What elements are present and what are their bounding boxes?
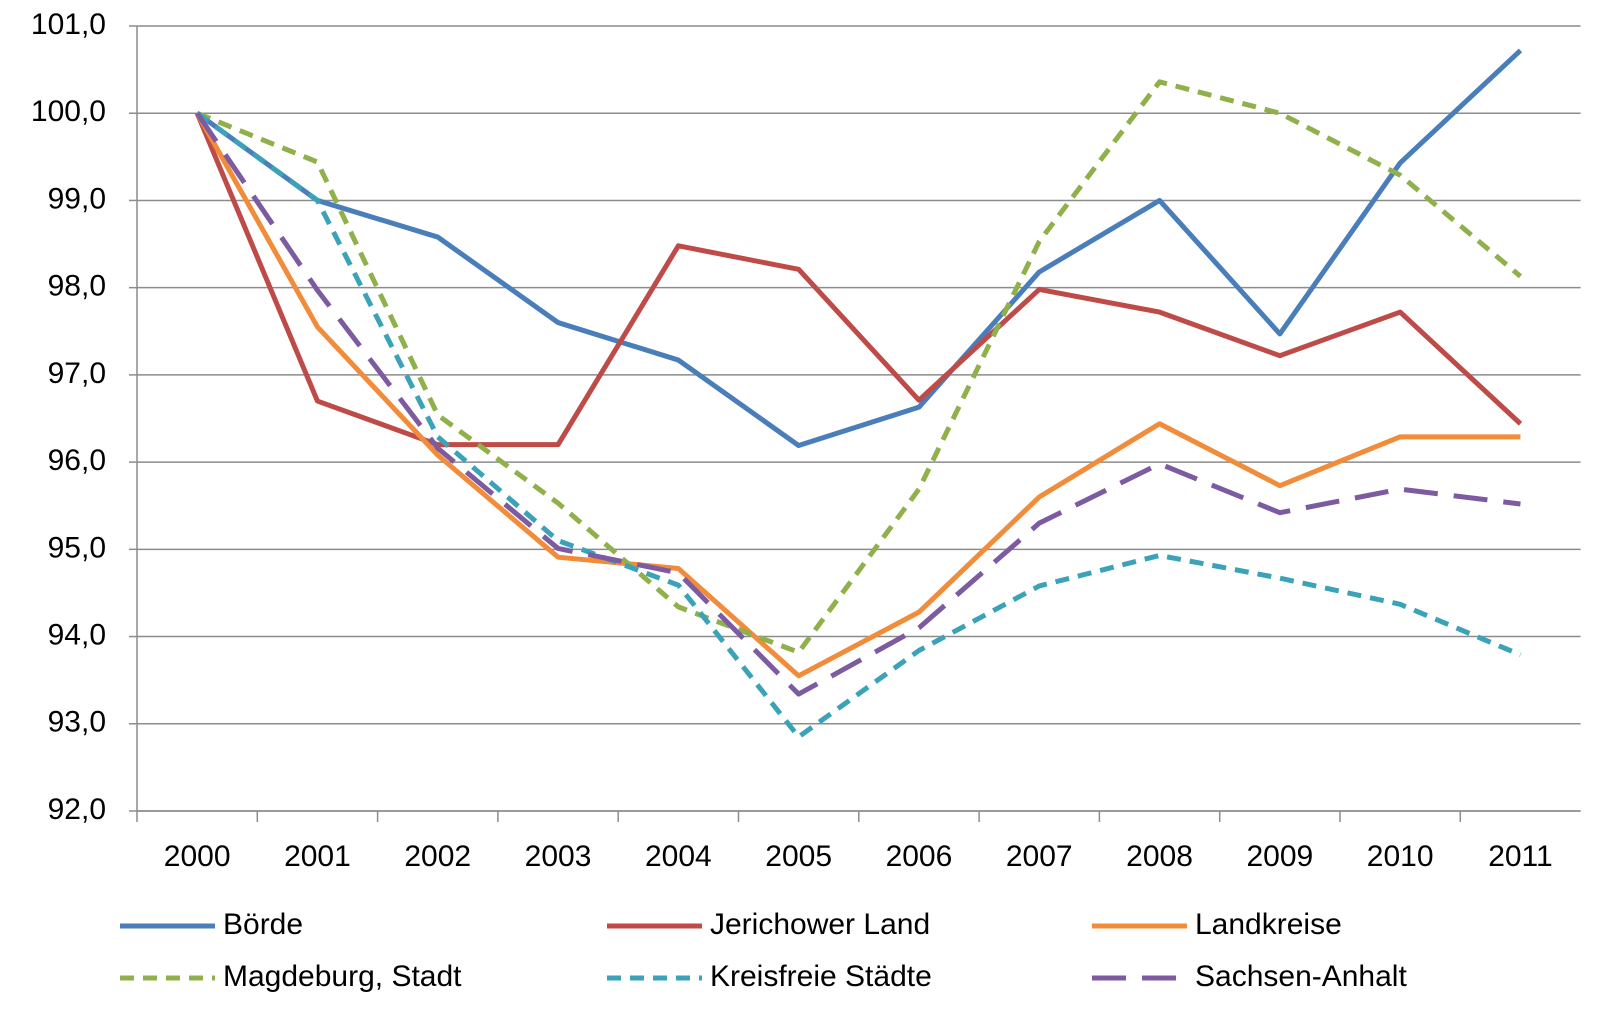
x-tick-label: 2004 xyxy=(645,840,712,873)
x-tick-label: 2008 xyxy=(1126,840,1193,873)
y-tick-label: 92,0 xyxy=(48,793,106,826)
x-tick-label: 2003 xyxy=(525,840,592,873)
legend-label: Sachsen-Anhalt xyxy=(1195,960,1407,993)
series-line xyxy=(194,112,1523,448)
y-tick-label: 97,0 xyxy=(48,357,106,390)
legend-label: Landkreise xyxy=(1195,908,1342,941)
y-tick-label: 94,0 xyxy=(48,618,106,651)
x-tick-label: 2009 xyxy=(1246,840,1313,873)
y-tick-label: 101,0 xyxy=(31,8,106,41)
series-line xyxy=(196,79,1523,655)
y-tick-label: 99,0 xyxy=(48,182,106,215)
series-line xyxy=(195,48,1523,449)
x-tick-label: 2000 xyxy=(164,840,231,873)
x-tick-label: 2006 xyxy=(886,840,953,873)
series-line xyxy=(195,111,1521,697)
series-line xyxy=(195,111,1522,740)
x-tick-label: 2011 xyxy=(1488,840,1553,873)
x-tick-label: 2002 xyxy=(404,840,471,873)
legend-label: Magdeburg, Stadt xyxy=(223,960,462,993)
y-tick-label: 98,0 xyxy=(48,270,106,303)
y-tick-label: 93,0 xyxy=(48,706,106,739)
x-tick-label: 2001 xyxy=(284,840,351,873)
y-tick-label: 96,0 xyxy=(48,444,106,477)
y-tick-label: 95,0 xyxy=(48,531,106,564)
x-tick-label: 2010 xyxy=(1367,840,1434,873)
y-tick-label: 100,0 xyxy=(31,95,106,128)
legend-label: Jerichower Land xyxy=(710,908,930,941)
series-line xyxy=(194,111,1521,679)
x-tick-label: 2007 xyxy=(1006,840,1073,873)
legend-label: Börde xyxy=(223,908,303,941)
x-tick-label: 2005 xyxy=(765,840,832,873)
legend-label: Kreisfreie Städte xyxy=(710,960,932,993)
